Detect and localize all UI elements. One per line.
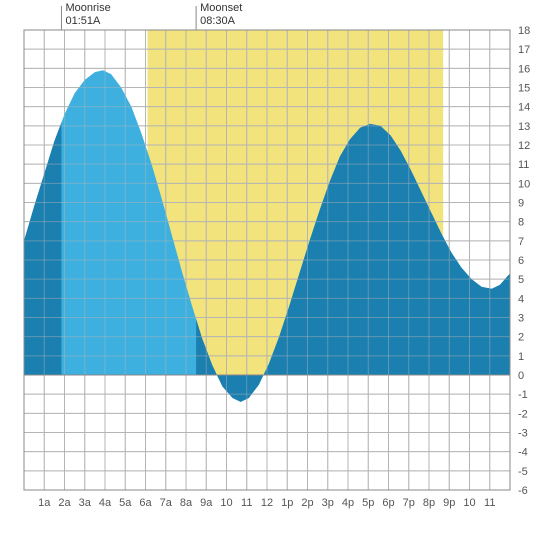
svg-text:9a: 9a <box>200 497 213 509</box>
svg-text:-2: -2 <box>518 408 528 420</box>
svg-text:-3: -3 <box>518 428 528 440</box>
chart-svg: 1a2a3a4a5a6a7a8a9a1011121p2p3p4p5p6p7p8p… <box>0 0 550 550</box>
svg-text:3: 3 <box>518 313 524 325</box>
svg-text:1: 1 <box>518 351 524 363</box>
svg-text:4: 4 <box>518 293 524 305</box>
svg-text:8p: 8p <box>423 497 435 509</box>
svg-text:12: 12 <box>518 140 530 152</box>
svg-text:6: 6 <box>518 255 524 267</box>
svg-text:11: 11 <box>241 497 252 509</box>
svg-text:4a: 4a <box>99 497 112 509</box>
svg-text:7p: 7p <box>403 497 415 509</box>
svg-text:11: 11 <box>484 497 495 509</box>
svg-text:18: 18 <box>518 25 530 37</box>
svg-text:9: 9 <box>518 198 524 210</box>
svg-text:5p: 5p <box>362 497 374 509</box>
svg-text:0: 0 <box>518 370 524 382</box>
svg-text:2: 2 <box>518 332 524 344</box>
svg-text:15: 15 <box>518 83 530 95</box>
svg-text:7a: 7a <box>160 497 173 509</box>
svg-text:-1: -1 <box>518 389 528 401</box>
tide-chart: Moonrise 01:51A Moonset 08:30A 1a 2a 3a 4a 5… <box>0 0 550 550</box>
svg-text:8: 8 <box>518 217 524 229</box>
svg-text:2p: 2p <box>301 497 313 509</box>
svg-text:6a: 6a <box>139 497 152 509</box>
svg-text:4p: 4p <box>342 497 354 509</box>
svg-text:10: 10 <box>220 497 232 509</box>
svg-text:6p: 6p <box>382 497 394 509</box>
svg-text:-5: -5 <box>518 466 528 478</box>
svg-text:2a: 2a <box>58 497 71 509</box>
svg-text:7: 7 <box>518 236 524 248</box>
svg-text:3a: 3a <box>79 497 92 509</box>
moonrise-label: Moonrise 01:51A <box>65 2 110 28</box>
svg-text:9p: 9p <box>443 497 455 509</box>
svg-text:13: 13 <box>518 121 530 133</box>
svg-text:5: 5 <box>518 274 524 286</box>
svg-text:-6: -6 <box>518 485 528 497</box>
svg-text:8a: 8a <box>180 497 193 509</box>
moonset-label: Moonset 08:30A <box>200 2 242 28</box>
svg-text:11: 11 <box>518 159 529 171</box>
svg-text:16: 16 <box>518 63 530 75</box>
svg-text:1a: 1a <box>38 497 51 509</box>
svg-text:10: 10 <box>518 178 530 190</box>
svg-text:3p: 3p <box>322 497 334 509</box>
svg-text:17: 17 <box>518 44 530 56</box>
svg-text:-4: -4 <box>518 447 528 459</box>
svg-text:5a: 5a <box>119 497 132 509</box>
svg-text:1p: 1p <box>281 497 293 509</box>
svg-text:12: 12 <box>261 497 273 509</box>
svg-text:14: 14 <box>518 102 530 114</box>
svg-text:10: 10 <box>463 497 475 509</box>
